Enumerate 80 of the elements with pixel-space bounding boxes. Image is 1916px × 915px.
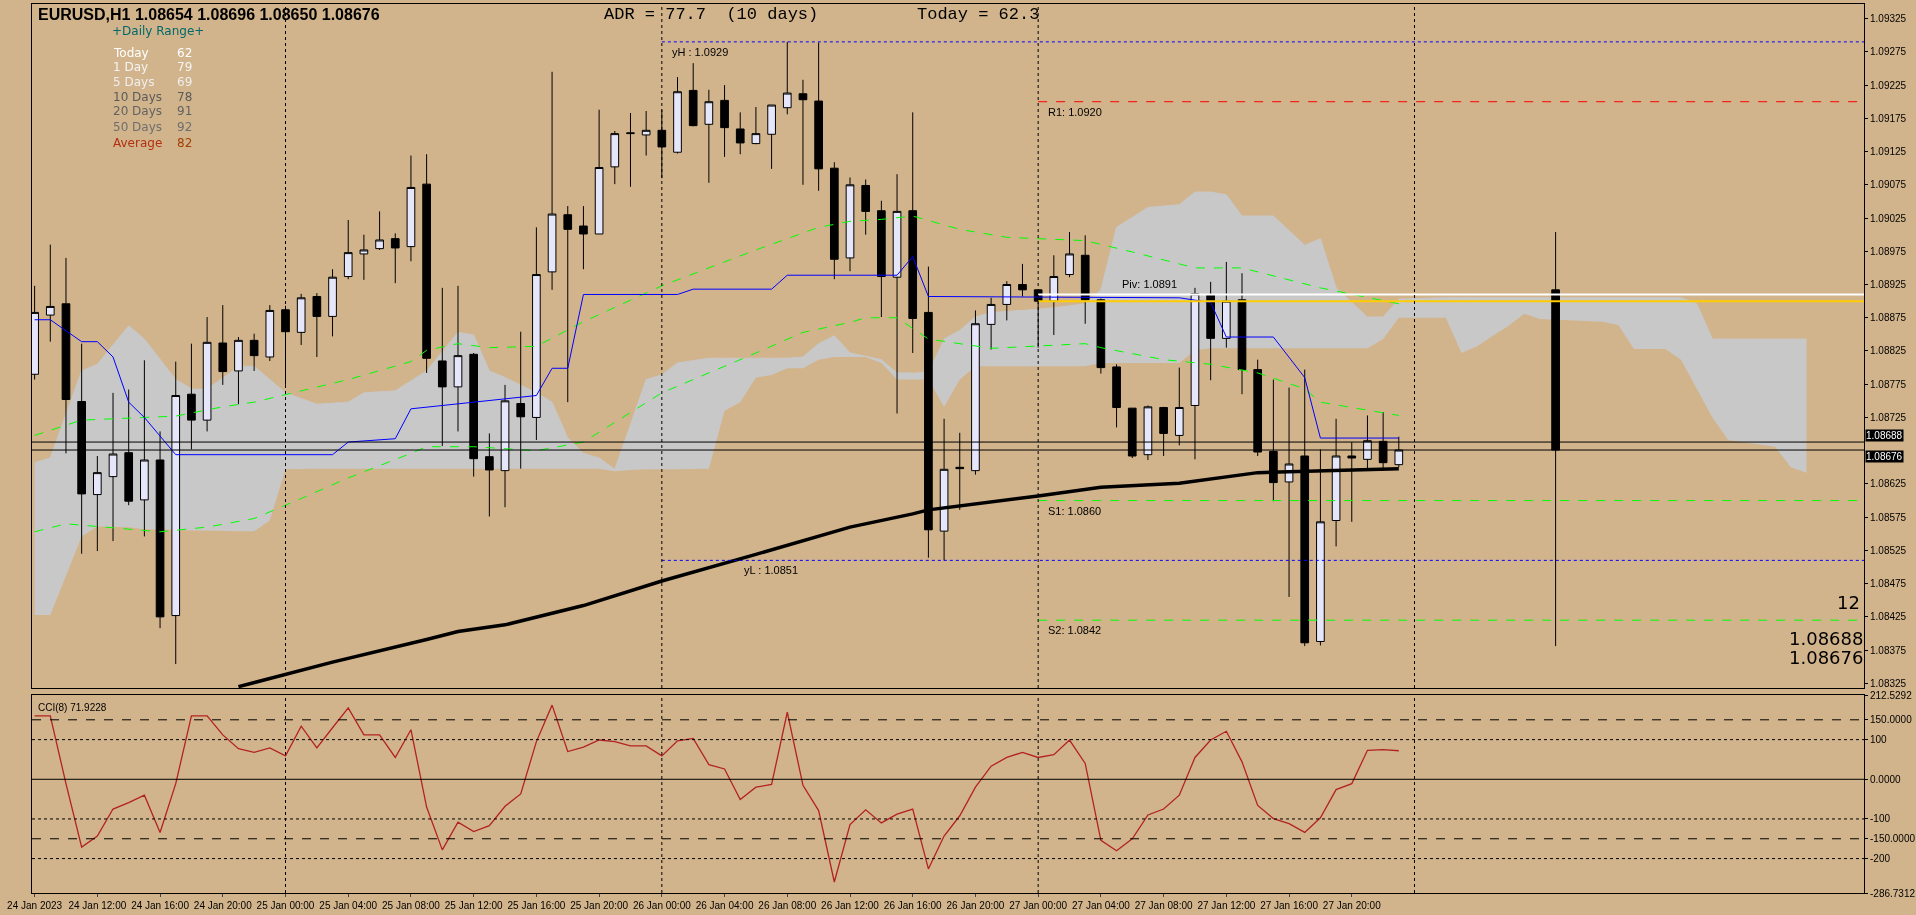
y-tick-label: 1.09325 bbox=[1870, 13, 1907, 25]
y-tick-label: -100 bbox=[1870, 813, 1891, 825]
y-tick-label: -286.7312 bbox=[1870, 887, 1916, 899]
annotation: 91 bbox=[177, 104, 193, 118]
y-tick-label: 1.08325 bbox=[1870, 677, 1907, 689]
annotation: 62 bbox=[177, 46, 193, 60]
annotation: 79 bbox=[177, 60, 193, 74]
x-tick-label: 25 Jan 12:00 bbox=[444, 900, 504, 911]
y-tick-label: 1.08775 bbox=[1870, 378, 1907, 390]
x-tick-label: 26 Jan 00:00 bbox=[632, 900, 692, 911]
x-tick-label: 27 Jan 04:00 bbox=[1071, 900, 1131, 911]
ref-line-label: 1.08688 bbox=[1866, 430, 1903, 441]
ref-line-label: R1: 1.0920 bbox=[1048, 106, 1102, 118]
y-tick-label: 1.09075 bbox=[1870, 179, 1907, 191]
annotation: 50 Days bbox=[113, 120, 163, 134]
y-tick-label: 1.08375 bbox=[1870, 644, 1907, 656]
x-tick-label: 26 Jan 12:00 bbox=[821, 900, 880, 911]
annotation: 92 bbox=[177, 120, 193, 134]
ref-line-label: S1: 1.0860 bbox=[1048, 505, 1102, 517]
annotation: +Daily Range+ bbox=[112, 24, 205, 38]
annotation: 5 Days bbox=[113, 75, 155, 89]
x-tick-label: 27 Jan 00:00 bbox=[1009, 900, 1068, 911]
y-tick-label: 1.08525 bbox=[1870, 544, 1907, 556]
y-tick-label: -200 bbox=[1870, 853, 1891, 865]
y-tick-label: 1.09225 bbox=[1870, 79, 1907, 91]
y-tick-label: 1.08575 bbox=[1870, 511, 1907, 523]
ref-line-label: yH : 1.0929 bbox=[672, 46, 729, 58]
annotation: 12 bbox=[1837, 592, 1860, 613]
annotation: 78 bbox=[177, 90, 193, 104]
y-tick-label: -150.0000 bbox=[1870, 833, 1916, 845]
x-tick-label: 25 Jan 04:00 bbox=[319, 900, 378, 911]
y-tick-label: 1.08475 bbox=[1870, 578, 1907, 590]
x-tick-label: 27 Jan 08:00 bbox=[1134, 900, 1193, 911]
annotation: 10 Days bbox=[113, 90, 163, 104]
y-tick-label: 1.09125 bbox=[1870, 146, 1907, 158]
ref-line-label: yL : 1.0851 bbox=[744, 564, 799, 576]
annotation: 82 bbox=[177, 136, 193, 150]
x-tick-label: 24 Jan 16:00 bbox=[131, 900, 190, 911]
annotation: ADR = 77.7 (10 days) bbox=[604, 5, 819, 24]
y-tick-label: 100 bbox=[1870, 734, 1888, 746]
y-tick-label: 1.08625 bbox=[1870, 478, 1907, 490]
ref-line-label: S2: 1.0842 bbox=[1048, 624, 1102, 636]
y-tick-label: 150.0000 bbox=[1870, 714, 1913, 726]
y-tick-label: 1.08925 bbox=[1870, 279, 1907, 291]
annotation: Today bbox=[113, 46, 149, 60]
x-tick-label: 27 Jan 16:00 bbox=[1260, 900, 1319, 911]
ref-line-label: Piv: 1.0891 bbox=[1122, 278, 1178, 290]
x-tick-label: 26 Jan 16:00 bbox=[883, 900, 943, 911]
x-tick-label: 26 Jan 04:00 bbox=[695, 900, 754, 911]
x-tick-label: 25 Jan 08:00 bbox=[382, 900, 441, 911]
x-tick-label: 26 Jan 20:00 bbox=[946, 900, 1005, 911]
y-tick-label: 1.08875 bbox=[1870, 312, 1907, 324]
ref-line-label: 1.08676 bbox=[1866, 451, 1903, 462]
annotation: 69 bbox=[177, 75, 193, 89]
annotation: 1.08676 bbox=[1789, 647, 1864, 668]
x-tick-label: 24 Jan 20:00 bbox=[193, 900, 253, 911]
x-tick-label: 27 Jan 12:00 bbox=[1197, 900, 1256, 911]
annotation: Today = 62.3 bbox=[917, 5, 1040, 24]
y-tick-label: 212.5292 bbox=[1870, 689, 1913, 701]
x-tick-label: 25 Jan 20:00 bbox=[570, 900, 629, 911]
y-tick-label: 1.09025 bbox=[1870, 212, 1907, 224]
annotation: Average bbox=[113, 136, 163, 150]
x-tick-label: 24 Jan 2023 bbox=[7, 900, 63, 911]
annotation: 1 Day bbox=[113, 60, 149, 74]
x-tick-label: 25 Jan 16:00 bbox=[507, 900, 566, 911]
chart-title: EURUSD,H1 1.08654 1.08696 1.08650 1.08676 bbox=[38, 6, 380, 23]
x-tick-label: 24 Jan 12:00 bbox=[68, 900, 127, 911]
y-tick-label: 1.08425 bbox=[1870, 611, 1907, 623]
y-tick-label: 1.08825 bbox=[1870, 345, 1907, 357]
y-tick-label: 1.09275 bbox=[1870, 46, 1907, 58]
x-tick-label: 27 Jan 20:00 bbox=[1322, 900, 1382, 911]
annotation: 20 Days bbox=[113, 104, 163, 118]
y-tick-label: 0.0000 bbox=[1870, 773, 1902, 785]
annotation: 1.08688 bbox=[1789, 628, 1864, 649]
y-tick-label: 1.08725 bbox=[1870, 411, 1907, 423]
x-tick-label: 26 Jan 08:00 bbox=[758, 900, 817, 911]
y-tick-label: 1.08975 bbox=[1870, 245, 1907, 257]
x-tick-label: 25 Jan 00:00 bbox=[256, 900, 315, 911]
text: CCI(8) 71.9228 bbox=[38, 702, 107, 713]
y-tick-label: 1.09175 bbox=[1870, 112, 1907, 124]
